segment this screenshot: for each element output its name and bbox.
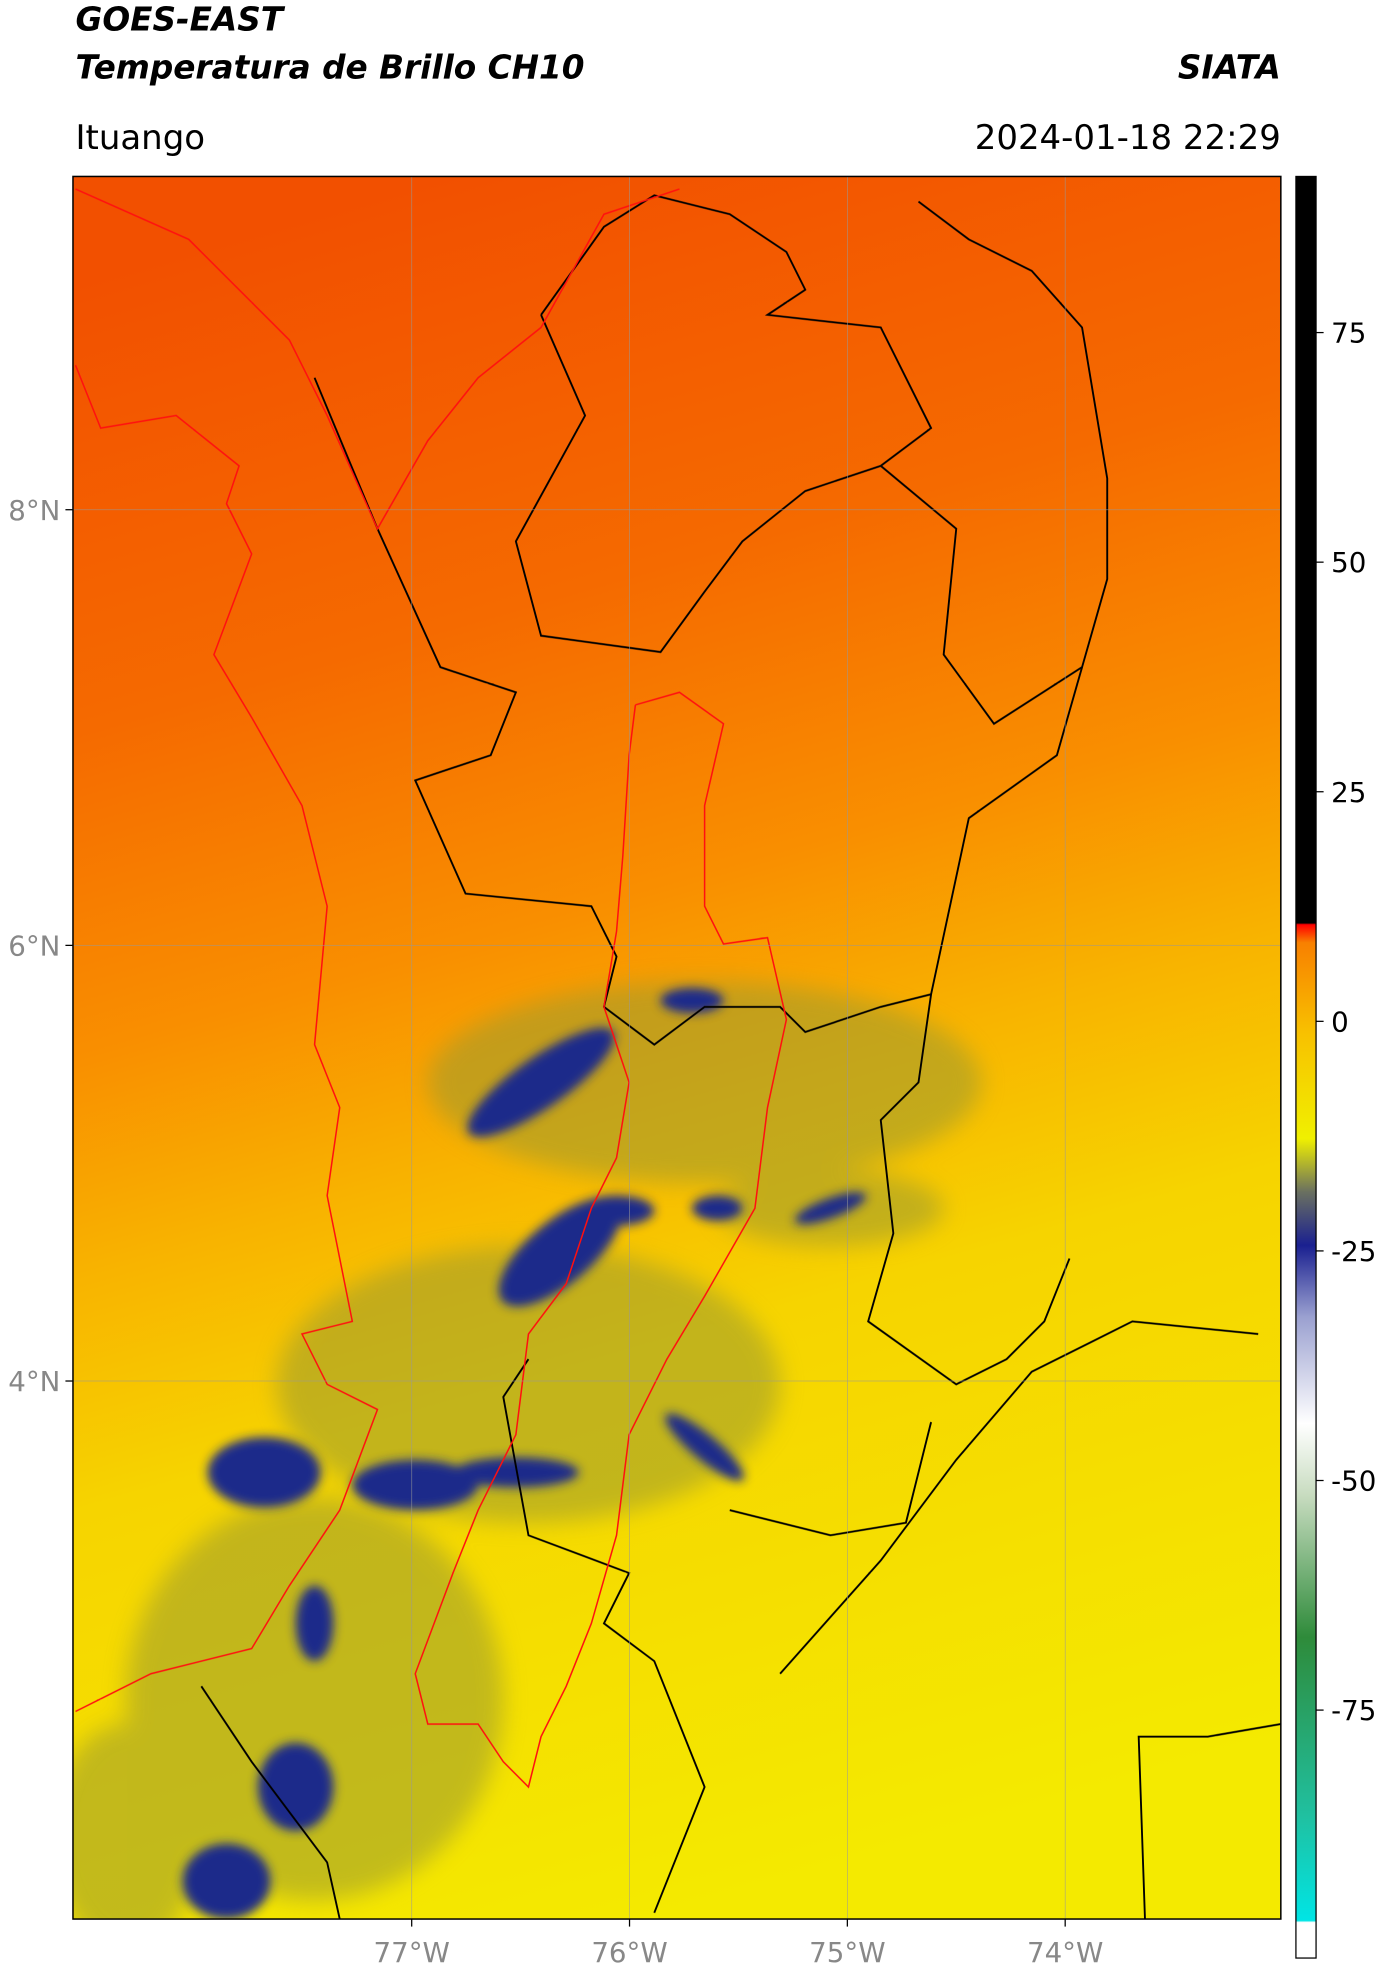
location: Ituango [75, 118, 205, 158]
colorbar-tick-label: 0 [1331, 1005, 1349, 1038]
map-frame [72, 175, 1282, 1920]
source: SIATA [1178, 48, 1281, 86]
colorbar [1295, 175, 1317, 1959]
map-field [72, 176, 1281, 1920]
colorbar-tick-label: -75 [1331, 1694, 1376, 1727]
x-tick-label: 75°W [809, 1936, 885, 1969]
colorbar-tick-label: 50 [1331, 546, 1366, 579]
colorbar-ticks: 75 50 25 0 -25 -50 -75 [1316, 317, 1376, 1727]
title: GOES-EAST [75, 1, 285, 39]
grid: 77°W 76°W 75°W 74°W 8°N 6°N 4°N [8, 176, 1281, 1969]
y-tick-label: 4°N [8, 1365, 60, 1398]
y-tick-label: 6°N [8, 929, 60, 962]
x-tick-label: 77°W [373, 1936, 449, 1969]
title: Temperatura de Brillo CH10 [75, 48, 584, 86]
colorbar-tick-label: 75 [1331, 317, 1366, 350]
x-tick-label: 76°W [591, 1936, 667, 1969]
x-tick-label: 74°W [1027, 1936, 1103, 1969]
colorbar-tick-label: -50 [1331, 1465, 1376, 1498]
datetime: 2024-01-18 22:29 [975, 118, 1281, 158]
colorbar-tick-label: -25 [1331, 1235, 1376, 1268]
y-tick-label: 8°N [8, 494, 60, 527]
colorbar-tick-label: 25 [1331, 776, 1366, 809]
